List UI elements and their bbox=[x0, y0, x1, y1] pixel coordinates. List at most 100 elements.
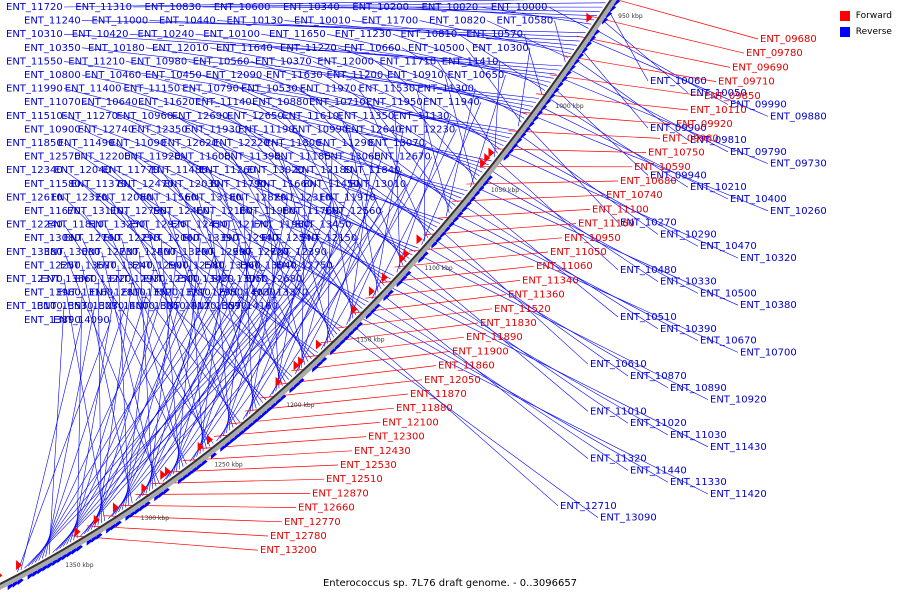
reverse-gene-label: ENT_11990 bbox=[6, 84, 63, 95]
reverse-gene-label: ENT_09940 bbox=[650, 170, 707, 181]
reverse-gene-label: ENT_10810 bbox=[401, 29, 458, 40]
reverse-leader-line bbox=[281, 156, 331, 341]
reverse-gene-label: ENT_13250 bbox=[89, 220, 146, 231]
reverse-gene-label: ENT_12730 bbox=[82, 247, 139, 258]
reverse-leader-line bbox=[63, 88, 468, 192]
reverse-gene-label: ENT_11260 bbox=[199, 165, 256, 176]
forward-leader-line bbox=[365, 280, 521, 299]
reverse-leader-line bbox=[118, 265, 227, 513]
forward-leader-line bbox=[536, 93, 689, 111]
reverse-leader-line bbox=[59, 292, 245, 549]
reverse-gene-label: ENT_13390 bbox=[182, 233, 239, 244]
reverse-gene-label: ENT_11700 bbox=[362, 16, 419, 27]
forward-gene-arrow bbox=[160, 469, 167, 480]
reverse-leader-line bbox=[55, 292, 278, 551]
reverse-gene-label: ENT_12460 bbox=[153, 206, 210, 217]
reverse-gene-label: ENT_12470 bbox=[117, 179, 174, 190]
reverse-gene-label: ENT_11290 bbox=[317, 138, 374, 149]
reverse-leader-line bbox=[87, 278, 236, 532]
leader-lines bbox=[17, 0, 769, 573]
reverse-leader-line bbox=[181, 156, 338, 335]
reverse-leader-line bbox=[375, 61, 501, 150]
reverse-gene-label: ENT_13160 bbox=[57, 288, 114, 299]
reverse-gene-label: ENT_10700 bbox=[740, 347, 797, 358]
reverse-gene-label: ENT_12560 bbox=[325, 206, 382, 217]
reverse-leader-line bbox=[426, 246, 669, 389]
reverse-leader-line bbox=[261, 33, 554, 79]
reverse-gene-label: ENT_12060 bbox=[143, 233, 200, 244]
reverse-gene-label: ENT_10580 bbox=[497, 16, 554, 27]
reverse-gene-label: ENT_10560 bbox=[193, 56, 250, 67]
reverse-leader-line bbox=[222, 210, 298, 436]
reverse-leader-line bbox=[309, 101, 432, 235]
reverse-leader-line bbox=[326, 33, 551, 83]
reverse-gene-label: ENT_12710 bbox=[560, 501, 617, 512]
scale-tick-label: 1250 kbp bbox=[214, 462, 242, 469]
forward-gene-label: ENT_11900 bbox=[452, 346, 509, 357]
reverse-gene-label: ENT_11430 bbox=[710, 442, 767, 453]
reverse-gene-label: ENT_10900 bbox=[24, 124, 81, 135]
reverse-leader-line bbox=[389, 286, 709, 448]
legend-item-forward: Forward bbox=[839, 8, 892, 24]
reverse-leader-line bbox=[108, 197, 263, 403]
forward-leader-line bbox=[119, 504, 297, 508]
reverse-gene-label: ENT_09880 bbox=[770, 111, 827, 122]
forward-gene-arrow bbox=[93, 514, 100, 525]
reverse-gene-label: ENT_11140 bbox=[195, 97, 252, 108]
reverse-leader-line bbox=[242, 197, 378, 420]
reverse-gene-label: ENT_13350 bbox=[129, 301, 186, 312]
reverse-leader-line bbox=[142, 251, 254, 497]
forward-gene-label: ENT_11060 bbox=[536, 261, 593, 272]
reverse-leader-line bbox=[76, 292, 83, 539]
reverse-leader-line bbox=[62, 292, 213, 547]
reverse-gene-label: ENT_11980 bbox=[239, 206, 296, 217]
reverse-gene-label: ENT_13180 bbox=[185, 192, 242, 203]
reverse-leader-line bbox=[360, 317, 709, 495]
reverse-gene-label: ENT_11920 bbox=[124, 152, 181, 163]
reverse-gene-label: ENT_10710 bbox=[309, 97, 366, 108]
reverse-gene-label: ENT_11940 bbox=[423, 97, 480, 108]
reverse-gene-label: ENT_13030 bbox=[44, 247, 101, 258]
reverse-leader-line bbox=[181, 88, 462, 199]
reverse-leader-line bbox=[221, 183, 283, 386]
reverse-leader-line bbox=[172, 238, 241, 475]
scale-tick-label: 1100 kbp bbox=[424, 265, 452, 272]
scale-tick-label: 1300 kbp bbox=[141, 515, 169, 522]
reverse-gene-label: ENT_11970 bbox=[300, 84, 357, 95]
reverse-leader-line bbox=[81, 47, 540, 99]
reverse-gene-label: ENT_12250 bbox=[24, 260, 81, 271]
reverse-gene-label: ENT_10890 bbox=[670, 383, 727, 394]
reverse-leader-line bbox=[523, 34, 543, 95]
scale-tick-label: 1050 kbp bbox=[491, 187, 519, 194]
reverse-gene-label: ENT_10500 bbox=[408, 43, 465, 54]
reverse-leader-line bbox=[486, 20, 569, 59]
reverse-leader-line bbox=[45, 306, 96, 557]
reverse-gene-label: ENT_11790 bbox=[210, 179, 267, 190]
reverse-leader-line bbox=[27, 306, 249, 567]
reverse-leader-line bbox=[63, 33, 563, 67]
reverse-leader-line bbox=[162, 238, 359, 482]
reverse-leader-line bbox=[73, 292, 115, 541]
reverse-leader-line bbox=[419, 254, 709, 400]
reverse-leader-line bbox=[160, 238, 181, 470]
reverse-leader-line bbox=[327, 156, 333, 344]
forward-gene-label: ENT_11160 bbox=[578, 219, 635, 230]
reverse-gene-label: ENT_10570 bbox=[466, 29, 523, 40]
reverse-leader-line bbox=[166, 238, 320, 480]
reverse-leader-line bbox=[273, 47, 531, 111]
reverse-leader-line bbox=[349, 129, 379, 293]
forward-gene-label: ENT_09680 bbox=[760, 34, 817, 45]
forward-gene-arrow bbox=[206, 434, 213, 445]
reverse-gene-label: ENT_12900 bbox=[132, 260, 189, 271]
forward-gene-arrow bbox=[315, 339, 322, 350]
reverse-leader-line bbox=[24, 305, 280, 569]
reverse-gene-label: ENT_13020 bbox=[247, 165, 304, 176]
reverse-leader-line bbox=[38, 306, 157, 561]
reverse-leader-line bbox=[81, 183, 293, 377]
forward-gene-arrow bbox=[74, 526, 81, 537]
forward-gene-arrow bbox=[399, 253, 406, 264]
reverse-leader-line bbox=[138, 251, 291, 499]
reverse-leader-line bbox=[284, 20, 577, 46]
reverse-leader-line bbox=[384, 74, 477, 180]
forward-gene-label: ENT_12660 bbox=[298, 503, 355, 514]
